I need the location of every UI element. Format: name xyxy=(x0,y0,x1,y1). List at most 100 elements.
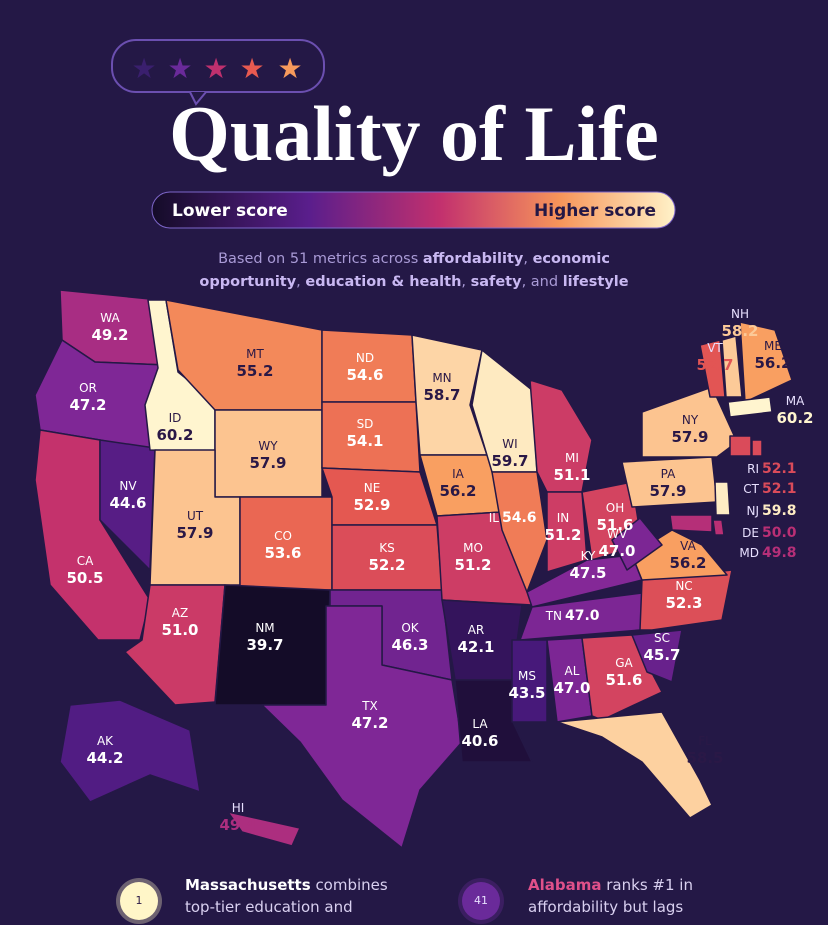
state-abbr: CO xyxy=(274,529,292,543)
state-score: 51.1 xyxy=(553,466,590,484)
state-shape xyxy=(227,811,301,847)
state-score: 56.2 xyxy=(754,354,791,372)
state-score: 46.3 xyxy=(391,636,428,654)
state-score: 51.2 xyxy=(544,526,581,544)
footer-lead: Alabama xyxy=(528,876,602,894)
state-abbr: PA xyxy=(661,467,676,481)
state-score: 47.2 xyxy=(69,396,106,414)
state-abbr: CA xyxy=(77,554,94,568)
footer-note: Alabama ranks #1 in affordability but la… xyxy=(528,874,748,918)
state-score: 60.2 xyxy=(156,426,193,444)
state-score: 44.6 xyxy=(109,494,146,512)
footer-note: Massachusetts combines top-tier educatio… xyxy=(185,874,405,918)
state-abbr: MN xyxy=(432,371,451,385)
state-abbr: NJ xyxy=(746,504,759,518)
state-abbr: LA xyxy=(472,717,488,731)
state-labels: WA49.2OR47.2CA50.5NV44.6ID60.2MT55.2WY57… xyxy=(66,307,813,834)
state-abbr: RI xyxy=(747,462,759,476)
subtitle-segment: economic opportunity xyxy=(199,251,610,290)
state-shape xyxy=(721,335,743,398)
state-score: 50.5 xyxy=(66,569,103,587)
state-abbr: SD xyxy=(357,417,374,431)
state-score: 58.5 xyxy=(686,749,723,767)
subtitle-segment: , xyxy=(296,274,306,290)
state-score: 44.2 xyxy=(86,749,123,767)
state-shape xyxy=(631,629,683,683)
state-abbr: WA xyxy=(100,311,120,325)
state-score: 52.1 xyxy=(762,461,797,477)
state-score: 56.2 xyxy=(669,554,706,572)
svg-text:★: ★ xyxy=(203,52,228,85)
state-abbr: IA xyxy=(452,467,465,481)
state-shape xyxy=(261,605,463,849)
title: Quality of Life xyxy=(169,90,659,177)
state-score: 39.7 xyxy=(246,636,283,654)
state-abbr: WI xyxy=(502,437,517,451)
state-abbr: UT xyxy=(187,509,204,523)
state-score: 40.6 xyxy=(461,732,498,750)
subtitle-segment: affordability xyxy=(422,251,524,267)
state-shape xyxy=(611,517,663,571)
svg-text:★: ★ xyxy=(131,52,156,85)
state-abbr: TN xyxy=(545,609,562,623)
rank-badge: 41 xyxy=(462,882,500,920)
state-score: 52.1 xyxy=(762,481,797,497)
state-abbr: NH xyxy=(731,307,749,321)
us-map xyxy=(34,289,793,849)
state-shape xyxy=(454,679,533,763)
state-score: 51.0 xyxy=(161,621,198,639)
state-score: 59.8 xyxy=(762,503,797,519)
state-abbr: IL xyxy=(489,511,500,525)
state-score: 57.9 xyxy=(176,524,213,542)
state-abbr: NV xyxy=(119,479,137,493)
state-shape xyxy=(751,439,763,457)
state-abbr: TX xyxy=(361,699,378,713)
state-shape xyxy=(712,519,725,536)
state-abbr: WY xyxy=(258,439,278,453)
state-shape xyxy=(729,435,752,457)
state-score: 42.1 xyxy=(457,638,494,656)
state-score: 57.9 xyxy=(249,454,286,472)
state-score: 52.3 xyxy=(665,594,702,612)
state-abbr: MS xyxy=(518,669,536,683)
state-abbr: IN xyxy=(557,511,570,525)
state-shape xyxy=(491,471,548,593)
state-abbr: AK xyxy=(97,734,114,748)
state-score: 52.9 xyxy=(353,496,390,514)
subtitle-segment: education & health xyxy=(305,274,462,290)
state-shape xyxy=(59,699,201,803)
state-shape xyxy=(739,321,793,403)
state-abbr: MT xyxy=(246,347,264,361)
state-abbr: MD xyxy=(739,546,759,560)
state-score: 52.7 xyxy=(696,356,733,374)
state-abbr: OK xyxy=(401,621,419,635)
state-abbr: VT xyxy=(707,341,723,355)
state-score: 54.1 xyxy=(346,432,383,450)
subtitle-segment: , xyxy=(523,251,533,267)
legend-low: Lower score xyxy=(172,201,288,221)
legend-bar xyxy=(151,191,676,229)
state-abbr: AZ xyxy=(172,606,188,620)
state-abbr: AL xyxy=(565,664,580,678)
state-shape xyxy=(699,339,726,398)
state-score: 49.8 xyxy=(762,545,797,561)
state-shape xyxy=(727,396,773,418)
subtitle-segment: safety xyxy=(470,274,522,290)
state-abbr: WV xyxy=(607,527,628,541)
rank-badge: 1 xyxy=(120,882,158,920)
state-score: 51.6 xyxy=(596,516,633,534)
state-abbr: ID xyxy=(169,411,182,425)
state-abbr: HI xyxy=(232,801,245,815)
state-score: 50.0 xyxy=(762,525,797,541)
state-abbr: NE xyxy=(364,481,381,495)
state-score: 45.7 xyxy=(643,646,680,664)
subtitle: Based on 51 metrics across affordability… xyxy=(194,248,634,294)
state-abbr: MA xyxy=(786,394,805,408)
state-score: 58.2 xyxy=(721,322,758,340)
state-shape xyxy=(556,711,713,819)
state-score: 54.6 xyxy=(346,366,383,384)
subtitle-segment: Based on 51 metrics across xyxy=(218,251,423,267)
state-score: 59.7 xyxy=(491,452,528,470)
state-abbr: GA xyxy=(615,656,633,670)
